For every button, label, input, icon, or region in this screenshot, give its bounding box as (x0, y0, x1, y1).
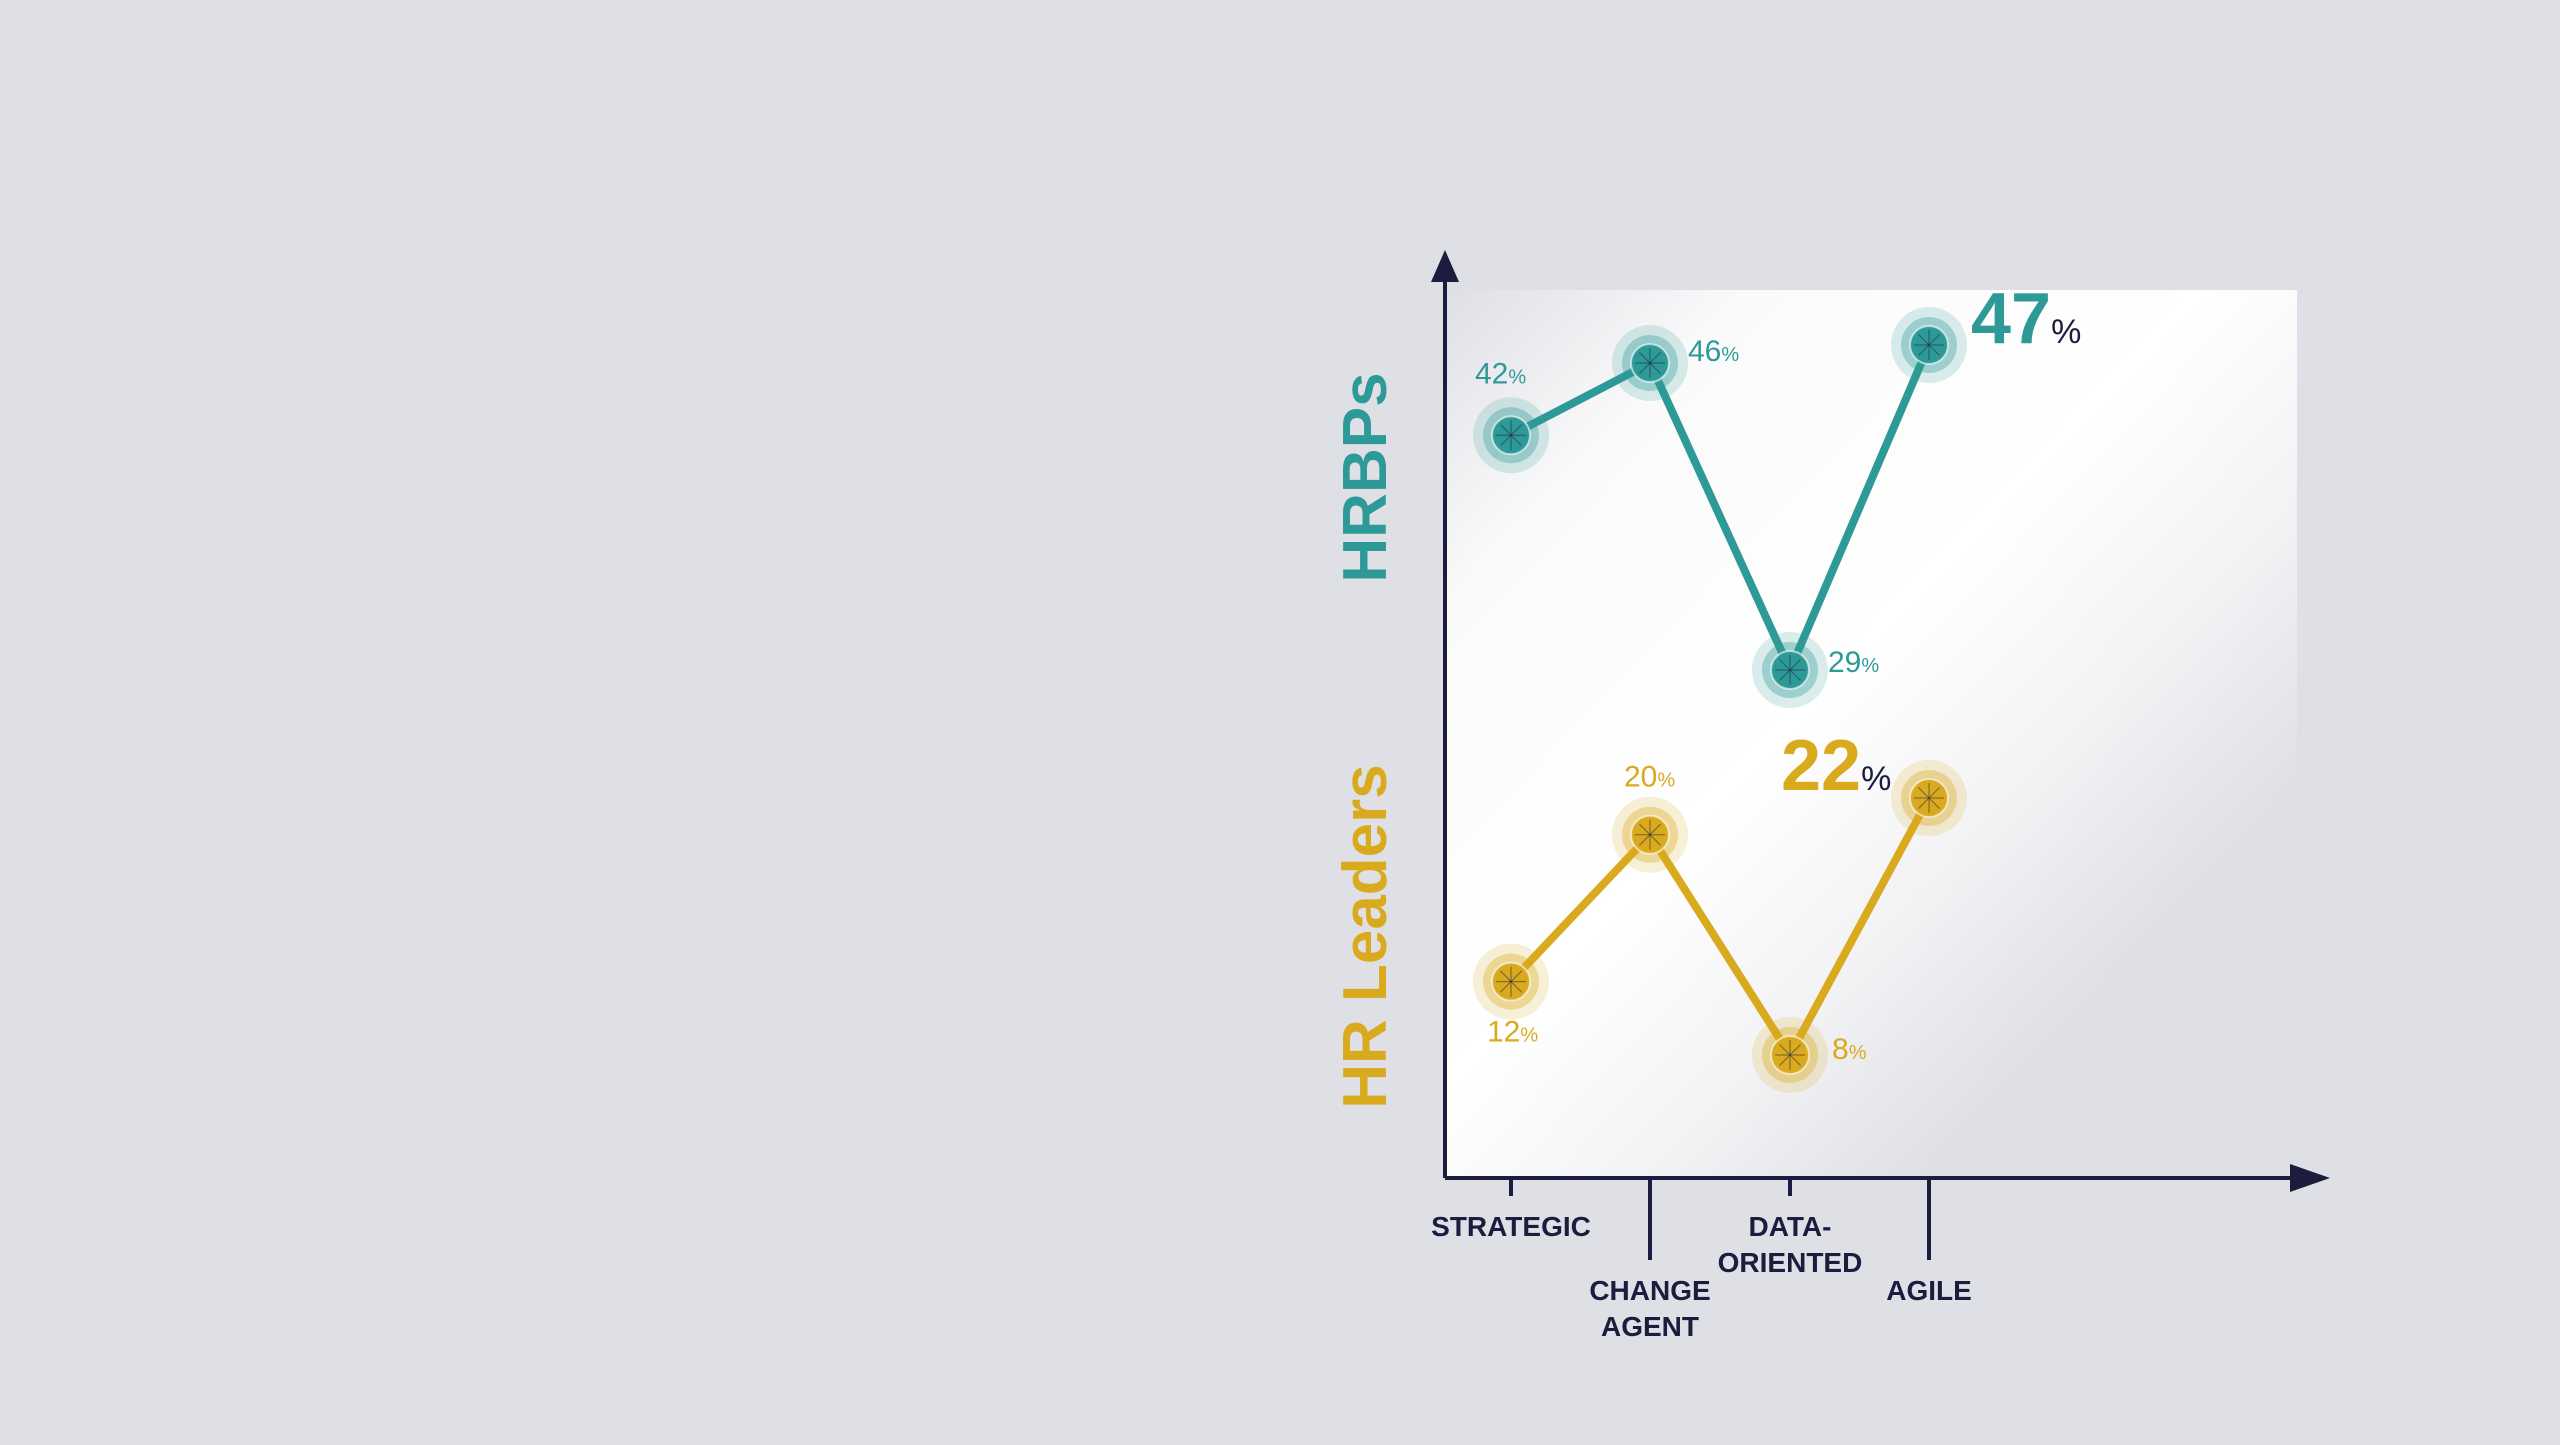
marker-spoke (1649, 823, 1662, 836)
marker-spoke (1789, 669, 1802, 682)
marker-spoke (1778, 1054, 1791, 1067)
value-number: 8 (1832, 1033, 1849, 1066)
marker-spoke (1638, 834, 1651, 846)
value-number: 42 (1475, 357, 1508, 390)
data-point (1891, 760, 1967, 836)
marker-spoke (1499, 981, 1512, 993)
marker-spoke (1928, 344, 1941, 357)
marker-spoke (1928, 333, 1941, 346)
y-axis-arrow (1431, 250, 1459, 282)
marker-spoke (1778, 1043, 1791, 1056)
value-number: 20 (1624, 761, 1657, 794)
value-label: 46% (1688, 335, 1739, 368)
series-1 (1473, 760, 1967, 1093)
marker-spoke (1510, 434, 1523, 447)
data-point (1752, 1017, 1828, 1093)
value-label-highlight: 22% (1781, 726, 1891, 806)
marker-spoke (1649, 352, 1662, 364)
x-tick-label: CHANGE AGENT (1589, 1275, 1710, 1342)
x-tick-label-line: CHANGE (1589, 1275, 1710, 1306)
x-tick-label: STRATEGIC (1431, 1211, 1591, 1242)
value-number: 22 (1781, 726, 1861, 806)
data-point (1473, 943, 1549, 1020)
marker-spoke (1917, 333, 1930, 346)
data-point (1891, 307, 1967, 383)
marker-spoke (1499, 434, 1512, 447)
marker-spoke (1510, 981, 1523, 993)
marker-core (1770, 650, 1810, 690)
x-tick-label-line: DATA- (1749, 1211, 1832, 1242)
marker-spoke (1499, 970, 1512, 982)
marker-spoke (1917, 786, 1930, 799)
marker-spoke (1510, 424, 1523, 436)
marker-spoke (1789, 658, 1802, 671)
marker-spoke (1778, 669, 1791, 682)
marker-spoke (1499, 424, 1512, 436)
x-tick-label-line: AGENT (1601, 1311, 1699, 1342)
value-number: 12 (1487, 1016, 1520, 1049)
value-unit: % (1861, 655, 1879, 677)
value-number: 47 (1971, 279, 2051, 359)
marker-core (1630, 343, 1670, 384)
marker-spoke (1928, 786, 1941, 799)
marker-spoke (1928, 797, 1941, 810)
data-point (1752, 632, 1828, 708)
value-label: 42% (1475, 357, 1526, 390)
value-unit: % (1508, 366, 1526, 388)
marker-spoke (1917, 797, 1930, 810)
x-axis-arrow (2290, 1164, 2330, 1192)
marker-core (1491, 961, 1531, 1002)
marker-spoke (1510, 970, 1523, 982)
value-unit: % (1861, 760, 1891, 798)
value-unit: % (1721, 344, 1739, 366)
x-tick-label-line: ORIENTED (1718, 1247, 1863, 1278)
value-unit: % (2051, 313, 2081, 351)
marker-spoke (1649, 834, 1662, 846)
marker-spoke (1789, 1054, 1802, 1067)
x-tick-label-line: STRATEGIC (1431, 1211, 1591, 1242)
labels-layer: STRATEGIC CHANGE AGENT DATA- ORIENTED AGILE 42… (1331, 279, 2081, 1342)
series-title-0: HRBPs (1331, 372, 1400, 582)
marker-core (1909, 778, 1949, 818)
value-label: 8% (1832, 1033, 1867, 1066)
value-unit: % (1520, 1025, 1538, 1047)
value-number: 46 (1688, 335, 1721, 368)
marker-spoke (1638, 362, 1651, 375)
series-line (1507, 794, 1933, 1059)
value-label: 12% (1487, 1016, 1538, 1049)
marker-core (1630, 814, 1670, 855)
marker-core (1491, 415, 1531, 456)
series-title-1: HR Leaders (1331, 764, 1400, 1109)
value-unit: % (1849, 1042, 1867, 1064)
marker-spoke (1638, 352, 1651, 364)
series-line (1507, 341, 1933, 674)
marker-core (1909, 325, 1949, 365)
data-point (1473, 397, 1549, 474)
x-tick-label: AGILE (1886, 1275, 1972, 1306)
marker-core (1770, 1035, 1810, 1075)
value-label-highlight: 47% (1971, 279, 2081, 359)
marker-spoke (1638, 823, 1651, 836)
plot-panel (1447, 290, 2297, 1180)
x-tick-label-line: AGILE (1886, 1275, 1972, 1306)
axes (1431, 250, 2330, 1260)
value-unit: % (1657, 770, 1675, 792)
marker-spoke (1917, 344, 1930, 357)
marker-spoke (1778, 658, 1791, 671)
data-point (1612, 796, 1688, 873)
x-tick-label: DATA- ORIENTED (1718, 1211, 1863, 1278)
value-number: 29 (1828, 646, 1861, 679)
series-0 (1473, 307, 1967, 708)
value-label: 29% (1828, 646, 1879, 679)
marker-spoke (1789, 1043, 1802, 1056)
value-label: 20% (1624, 761, 1675, 794)
marker-spoke (1649, 362, 1662, 375)
series-layer (1473, 307, 1967, 1093)
data-point (1612, 325, 1688, 402)
